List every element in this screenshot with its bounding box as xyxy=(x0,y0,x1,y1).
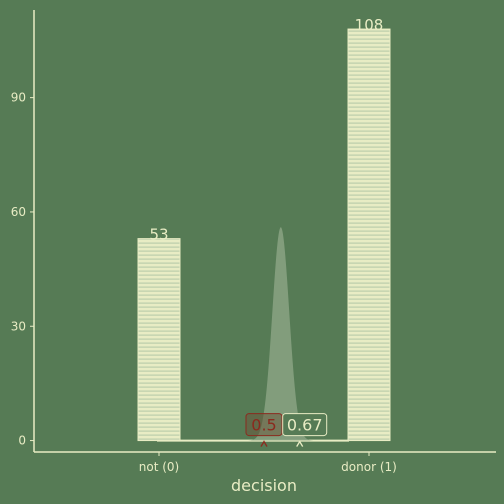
marker-label: 0.67 xyxy=(287,416,323,435)
bar-value-label: 53 xyxy=(149,226,168,244)
plot-area: 0 30 60 90 not (0) donor (1) 53 108 0.5 0.67 xyxy=(11,10,496,474)
marker-box xyxy=(282,413,328,437)
bar xyxy=(347,28,391,442)
marker-caret xyxy=(296,440,304,447)
x-tick-label: not (0) xyxy=(139,460,179,474)
density-curve xyxy=(247,227,315,441)
bar xyxy=(137,238,181,442)
bar-value-label: 108 xyxy=(355,16,384,34)
marker-label: 0.5 xyxy=(251,416,276,435)
y-tick-label: 60 xyxy=(11,205,26,219)
y-tick-label: 30 xyxy=(11,319,26,333)
marker-caret xyxy=(260,440,268,447)
y-tick-label: 0 xyxy=(18,434,26,448)
x-axis-title: decision xyxy=(231,476,297,495)
x-tick-label: donor (1) xyxy=(341,460,397,474)
y-tick-label: 90 xyxy=(11,91,26,105)
marker-box xyxy=(245,413,283,437)
